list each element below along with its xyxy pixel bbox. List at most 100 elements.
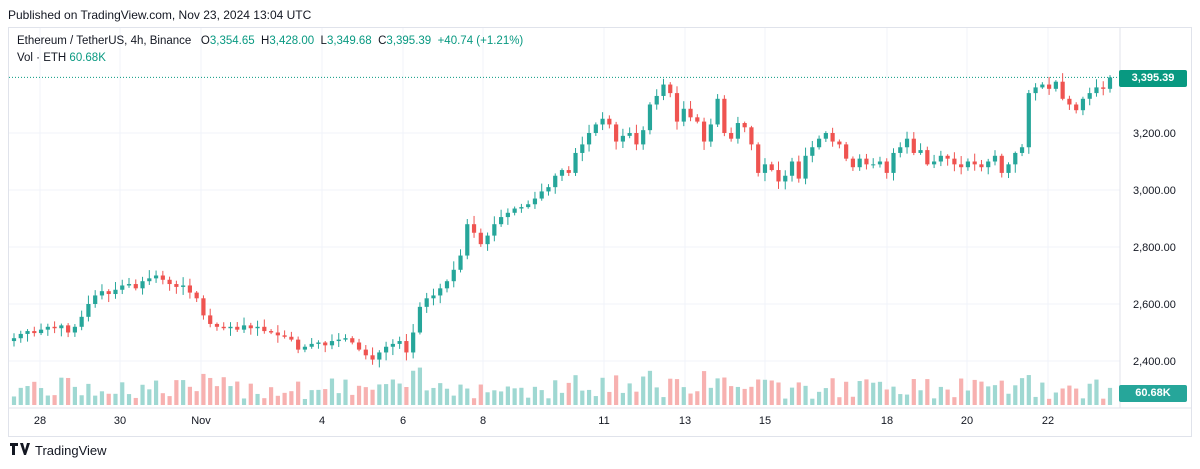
candle-up [783,175,788,182]
volume-bar [701,371,707,405]
volume-bar [262,398,267,405]
volume-bar [187,386,192,405]
volume-bar [898,394,903,405]
candle-up [877,161,883,165]
volume-bar [431,387,436,405]
candle-down [911,138,916,153]
chart-frame[interactable] [8,27,1192,437]
volume-bar [390,379,395,405]
candle-up [620,135,625,142]
volume-bar [1060,388,1065,405]
candle-up [25,331,30,334]
volume-bar [38,388,44,405]
candle-down [776,170,781,182]
candle-up [329,341,335,346]
candle-up [647,104,653,131]
candle-down [208,315,213,324]
volume-bar [742,388,747,405]
candle-down [979,164,984,168]
candle-up [316,342,321,344]
volume-bar [505,386,510,405]
candle-up [539,191,544,199]
low-value: 3,349.68 [326,35,372,47]
candle-down [634,133,639,145]
candle-up [789,161,795,176]
volume-bar [620,392,625,405]
volume-bar [911,379,916,405]
volume-bar [992,385,998,405]
volume-bar [52,395,57,405]
volume-bar [681,387,686,405]
candle-down [370,355,375,360]
candle-up [228,326,233,329]
candle-down [289,336,294,340]
candle-up [986,161,991,168]
x-tick-label: 4 [319,415,325,427]
candle-up [803,155,808,179]
candle-up [181,285,186,287]
candle-down [701,121,707,142]
volume-bar [918,390,923,405]
candle-up [451,269,456,282]
volume-bar [1087,383,1092,405]
symbol-label: Ethereum / TetherUS, 4h, Binance [17,35,192,47]
volume-bar [837,397,842,405]
volume-bar [1053,392,1058,405]
volume-bar [208,377,213,405]
volume-bar [424,390,429,405]
candle-up [559,170,565,176]
volume-bar [316,389,321,405]
volume-bar [789,387,795,405]
volume-bar [214,386,220,405]
candle-down [471,224,477,233]
x-tick-label: 30 [114,415,126,427]
volume-bar [614,375,619,405]
volume-bar [99,391,105,405]
candle-up [465,224,470,256]
volume-bar [397,383,402,405]
volume-bar [904,394,910,405]
candle-down [323,342,328,346]
candle-up [932,161,937,165]
candle-down [742,123,747,128]
volume-bar [235,381,240,405]
candle-up [1006,164,1011,173]
x-tick-label: 18 [881,415,893,427]
candle-up [377,352,382,360]
volume-bar [59,377,64,405]
candle-up [532,198,538,205]
volume-bar [593,396,598,405]
candle-up [1033,87,1038,94]
candle-up [1094,87,1099,94]
candle-up [411,332,416,353]
price-chart[interactable]: 3,200.00 3,000.00 2,800.00 2,600.00 2,400.00… [0,0,1200,440]
volume-bar [796,382,801,405]
volume-bar [194,391,199,405]
candle-up [904,138,910,148]
candle-down [769,164,774,171]
candle-down [296,339,301,350]
volume-bar [1094,379,1099,405]
candle-down [478,232,483,245]
volume-bar [512,388,517,405]
volume-bar [106,393,111,405]
volume-bar [66,377,71,405]
volume-bar [857,381,862,405]
volume-bar [438,383,443,405]
candle-down [695,117,700,122]
candle-down [1067,98,1072,105]
candle-up [580,144,585,153]
volume-bar [181,380,186,405]
candle-up [492,224,497,236]
volume-bar [803,385,808,405]
volume-bar [986,386,991,405]
candle-up [546,187,551,192]
high-label: H [261,35,270,47]
volume-bar [580,390,585,405]
volume-bar [296,381,301,405]
volume-bar [309,390,314,405]
volume-bar [674,379,680,405]
candle-down [972,161,977,165]
tradingview-footer[interactable]: TradingView [10,443,107,458]
volume-bar [329,378,335,405]
